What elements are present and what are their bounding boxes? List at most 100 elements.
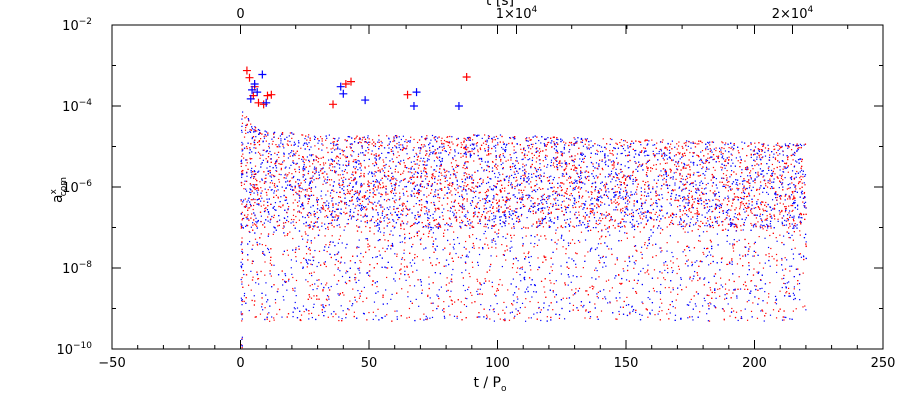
cloud-point <box>251 136 254 139</box>
cloud-point <box>398 278 401 280</box>
cloud-point <box>791 234 793 236</box>
cloud-point <box>460 301 462 303</box>
cloud-point <box>358 279 360 281</box>
cloud-point <box>775 197 777 199</box>
cloud-point <box>277 146 279 148</box>
cloud-point <box>341 242 343 244</box>
cloud-point <box>724 185 726 188</box>
cloud-point <box>392 150 394 152</box>
cloud-point <box>375 179 378 181</box>
cloud-point <box>368 171 371 173</box>
cloud-point <box>288 135 290 137</box>
cloud-point <box>398 136 400 138</box>
cloud-point <box>747 195 749 198</box>
cloud-point <box>273 192 275 194</box>
cloud-point <box>731 222 733 224</box>
cloud-point <box>327 296 330 298</box>
cloud-point <box>394 188 396 190</box>
cloud-point <box>430 166 432 168</box>
cloud-point <box>306 266 308 268</box>
cloud-point <box>517 260 519 262</box>
cloud-point <box>590 199 592 201</box>
cloud-point <box>521 197 523 200</box>
cloud-point <box>555 232 557 234</box>
cloud-point <box>528 178 530 180</box>
cloud-point <box>445 150 448 153</box>
cloud-point <box>580 152 582 154</box>
cloud-point <box>607 231 609 233</box>
cloud-point <box>779 202 781 204</box>
cloud-point <box>590 140 592 142</box>
cloud-point <box>646 171 648 174</box>
cloud-point <box>464 163 466 165</box>
cloud-point <box>303 158 305 160</box>
cloud-point <box>360 214 362 216</box>
cloud-point <box>488 309 491 311</box>
cloud-point <box>292 289 294 291</box>
cloud-point <box>704 224 706 227</box>
cloud-point <box>734 196 736 198</box>
cloud-point <box>759 168 762 170</box>
cloud-point <box>396 310 398 312</box>
cloud-point <box>512 278 514 280</box>
cloud-point <box>770 227 772 229</box>
cloud-point <box>292 160 294 162</box>
cloud-point <box>476 135 478 137</box>
cloud-point <box>448 141 451 143</box>
cloud-point <box>477 288 479 290</box>
cloud-point <box>744 308 746 310</box>
cloud-point <box>597 205 600 207</box>
cloud-point <box>325 139 327 141</box>
cloud-point <box>666 154 668 157</box>
cloud-point <box>355 172 357 174</box>
cloud-point <box>395 192 397 194</box>
cloud-point <box>629 311 631 313</box>
cloud-point <box>619 194 621 197</box>
cloud-point <box>538 155 540 157</box>
cloud-point <box>505 306 508 308</box>
cloud-point <box>781 145 783 147</box>
cloud-point <box>601 159 603 161</box>
cloud-point <box>468 150 470 152</box>
cloud-point <box>497 176 499 179</box>
cloud-point <box>609 302 611 304</box>
cloud-point <box>521 227 523 230</box>
cloud-point <box>614 220 616 222</box>
cloud-point <box>618 178 620 181</box>
cloud-point <box>560 154 562 156</box>
cloud-point <box>792 253 794 255</box>
cloud-point <box>390 248 392 250</box>
cloud-point <box>365 206 367 208</box>
cloud-point <box>298 179 301 181</box>
cloud-point <box>273 174 275 177</box>
cloud-point <box>793 288 795 290</box>
cloud-point <box>793 215 795 217</box>
cloud-point <box>655 211 657 213</box>
cloud-point <box>625 221 627 223</box>
cloud-point <box>545 238 547 240</box>
cloud-point <box>529 300 531 303</box>
cloud-point <box>767 167 769 169</box>
cloud-point <box>602 297 604 300</box>
cloud-point <box>768 253 770 255</box>
cloud-point <box>516 208 518 210</box>
cloud-point <box>270 203 272 205</box>
cloud-point <box>771 187 773 189</box>
cloud-point <box>552 164 554 166</box>
cloud-point <box>321 143 323 145</box>
cloud-point <box>465 173 468 175</box>
cloud-point <box>465 262 467 264</box>
cloud-point <box>278 156 280 159</box>
cloud-point <box>276 170 278 172</box>
cloud-point <box>794 152 796 154</box>
cloud-point <box>342 179 344 182</box>
cloud-point <box>245 180 248 182</box>
cloud-point <box>793 177 796 179</box>
cloud-point <box>259 129 261 132</box>
cloud-point <box>675 161 677 163</box>
cloud-point <box>336 162 338 164</box>
cloud-point <box>384 250 386 253</box>
cloud-point <box>453 238 455 241</box>
cloud-point <box>295 152 297 154</box>
cloud-point <box>401 258 403 260</box>
